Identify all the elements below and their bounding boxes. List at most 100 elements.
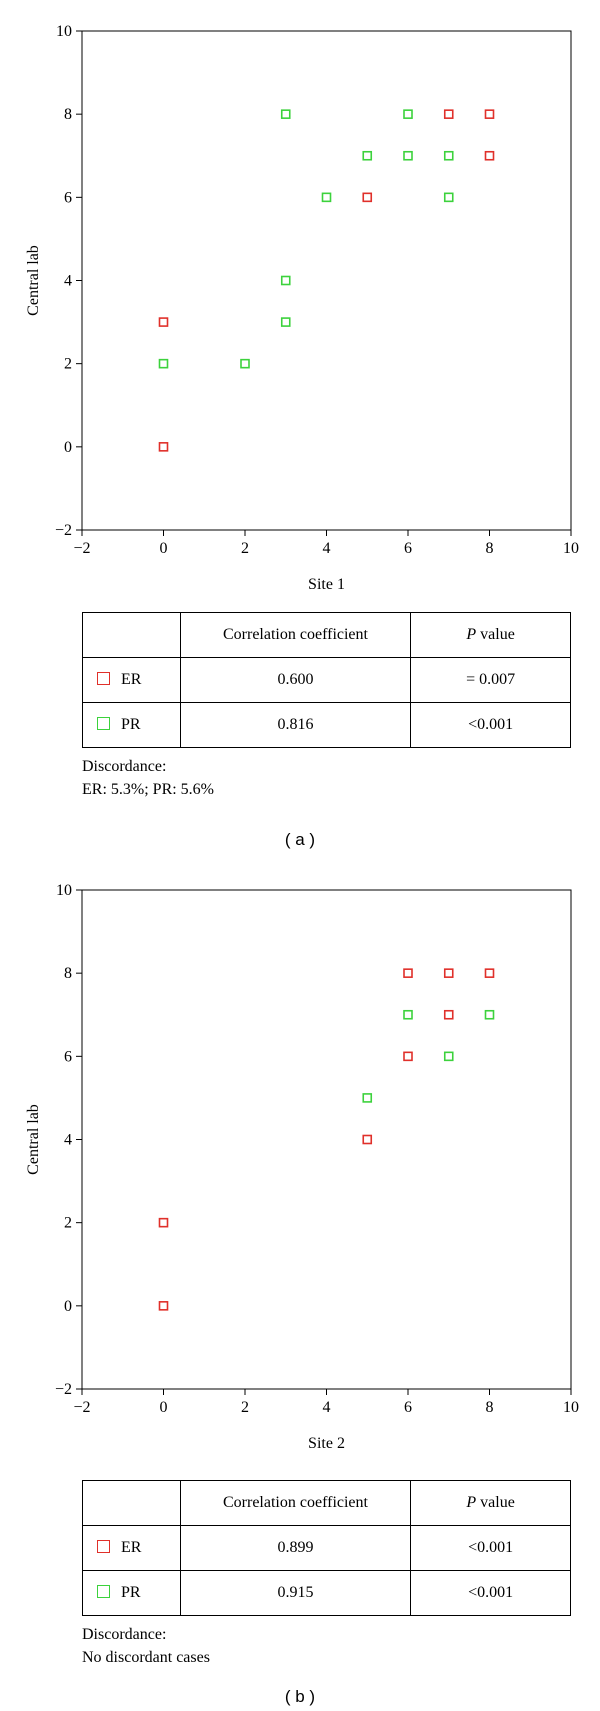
series-cell: PR xyxy=(82,1570,181,1616)
coef-value: 0.915 xyxy=(179,1570,412,1616)
x-tick-label: 4 xyxy=(323,540,331,557)
x-tick-label: 2 xyxy=(241,1399,249,1416)
x-tick-label: 0 xyxy=(160,540,168,557)
x-tick-label: 8 xyxy=(486,540,494,557)
p-value: <0.001 xyxy=(410,702,571,748)
stats-table-b: Correlation coefficient P value ER 0.899… xyxy=(82,1480,571,1616)
er-data-point xyxy=(443,109,454,119)
y-tick-label: 2 xyxy=(64,1215,72,1232)
y-tick-label: −2 xyxy=(55,522,72,539)
er-data-point xyxy=(443,1009,454,1020)
discordance-note-b: Discordance: No discordant cases xyxy=(82,1623,210,1669)
p-value: = 0.007 xyxy=(410,657,571,703)
p-value: <0.001 xyxy=(410,1570,571,1616)
er-data-point xyxy=(484,150,495,161)
x-tick-label: 4 xyxy=(323,1399,331,1416)
x-tick-label: 6 xyxy=(404,1399,412,1416)
pr-data-point xyxy=(443,1051,454,1062)
series-cell: ER xyxy=(82,657,181,703)
panel-caption-a: ( a ) xyxy=(284,830,316,849)
stats-table-a: Correlation coefficient P value ER 0.600… xyxy=(82,612,571,748)
er-data-point xyxy=(484,968,495,978)
table-row-pr: PR 0.915 <0.001 xyxy=(82,1570,571,1616)
x-tick-label: 2 xyxy=(241,540,249,557)
x-tick-label: 10 xyxy=(563,540,579,557)
x-axis-label: Site 1 xyxy=(308,576,345,593)
table-header-row: Correlation coefficient P value xyxy=(82,612,571,658)
series-label: ER xyxy=(121,671,142,688)
x-tick-label: 6 xyxy=(404,540,412,557)
discordance-value: No discordant cases xyxy=(82,1649,210,1666)
header-p-rest: value xyxy=(476,626,515,643)
table-row-er: ER 0.600 = 0.007 xyxy=(82,657,571,703)
er-data-point xyxy=(484,109,495,119)
coef-value: 0.600 xyxy=(179,657,412,703)
y-axis-label: Central lab xyxy=(25,245,42,316)
er-data-point xyxy=(403,1051,413,1062)
y-tick-label: 10 xyxy=(56,882,72,899)
er-marker-icon xyxy=(97,1540,110,1553)
pr-data-point xyxy=(362,150,373,161)
pr-data-point xyxy=(280,109,291,119)
table-row-er: ER 0.899 <0.001 xyxy=(82,1525,571,1571)
y-tick-label: −2 xyxy=(55,1381,72,1398)
table-row-pr: PR 0.816 <0.001 xyxy=(82,702,571,748)
pr-data-point xyxy=(443,150,454,161)
y-tick-label: 4 xyxy=(64,273,72,290)
x-tick-label: 0 xyxy=(160,1399,168,1416)
pr-data-point xyxy=(403,109,413,119)
y-tick-label: 10 xyxy=(56,23,72,40)
y-tick-label: 0 xyxy=(64,439,72,456)
series-label: ER xyxy=(121,1539,142,1556)
y-tick-label: 4 xyxy=(64,1132,72,1149)
er-data-point xyxy=(158,1301,169,1311)
scatter-plot-a: −2 0 2 4 6 8 10 −2 0 2 4 6 8 10 Site 1 Central lab xyxy=(25,23,579,593)
y-tick-label: 6 xyxy=(64,1048,72,1065)
er-data-point xyxy=(443,968,454,978)
header-empty-cell xyxy=(82,1480,181,1526)
pr-data-point xyxy=(403,150,413,161)
pr-data-point xyxy=(403,1009,413,1020)
header-empty-cell xyxy=(82,612,181,658)
discordance-label: Discordance: xyxy=(82,758,167,775)
x-tick-label: 8 xyxy=(486,1399,494,1416)
header-p-italic: P xyxy=(466,626,477,643)
header-coef: Correlation coefficient xyxy=(179,1480,412,1526)
series-label: PR xyxy=(121,1584,141,1601)
x-tick-label: −2 xyxy=(73,540,90,557)
series-cell: PR xyxy=(82,702,181,748)
series-cell: ER xyxy=(82,1525,181,1571)
pr-marker-icon xyxy=(97,1585,110,1598)
coef-value: 0.816 xyxy=(179,702,412,748)
header-p-value: P value xyxy=(410,1480,571,1526)
scatter-plot-b: −2 0 2 4 6 8 10 −2 0 2 4 6 8 10 Site 2 Central lab xyxy=(25,882,579,1452)
y-tick-label: 2 xyxy=(64,356,72,373)
er-data-point xyxy=(158,442,169,452)
discordance-value: ER: 5.3%; PR: 5.6% xyxy=(82,781,215,798)
pr-data-point xyxy=(362,1093,373,1103)
pr-marker-icon xyxy=(97,717,110,730)
p-value: <0.001 xyxy=(410,1525,571,1571)
x-axis-label: Site 2 xyxy=(308,1435,345,1452)
y-axis-label: Central lab xyxy=(25,1104,42,1175)
pr-data-point xyxy=(443,192,454,203)
pr-data-point xyxy=(240,358,250,369)
discordance-label: Discordance: xyxy=(82,1626,167,1643)
header-p-italic: P xyxy=(466,1494,477,1511)
pr-data-point xyxy=(321,192,332,203)
coef-value: 0.899 xyxy=(179,1525,412,1571)
table-header-row: Correlation coefficient P value xyxy=(82,1480,571,1526)
plot-frame xyxy=(81,889,572,1390)
panel-caption-b: ( b ) xyxy=(284,1687,316,1706)
header-p-rest: value xyxy=(476,1494,515,1511)
pr-data-point xyxy=(484,1009,495,1020)
y-tick-label: 0 xyxy=(64,1298,72,1315)
y-tick-label: 8 xyxy=(64,106,72,123)
header-p-value: P value xyxy=(410,612,571,658)
er-data-point xyxy=(362,192,373,203)
y-tick-label: 8 xyxy=(64,965,72,982)
er-marker-icon xyxy=(97,672,110,685)
er-data-point xyxy=(362,1134,373,1145)
x-tick-label: −2 xyxy=(73,1399,90,1416)
series-label: PR xyxy=(121,716,141,733)
